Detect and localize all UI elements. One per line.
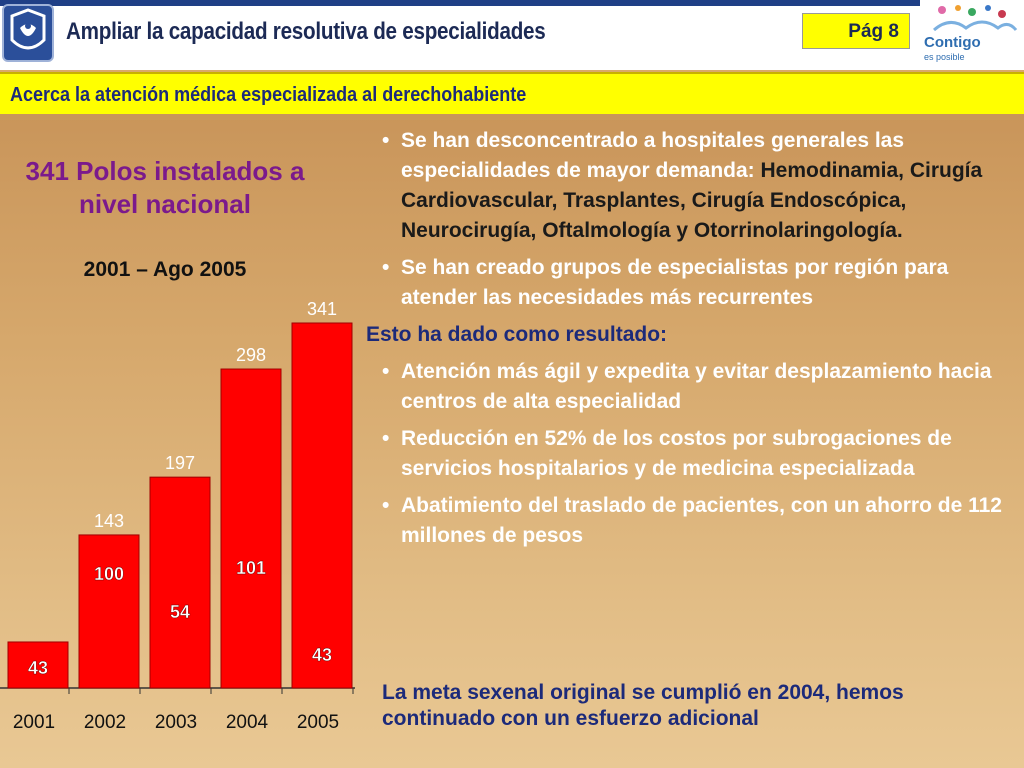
bar-top-label: 341 <box>307 299 337 319</box>
header-bar: Ampliar la capacidad resolutiva de espec… <box>0 0 1024 70</box>
subheader-text: Acerca la atención médica especializada … <box>10 84 527 106</box>
bullet-list: • Se han desconcentrado a hospitales gen… <box>366 126 1021 558</box>
bullet-text-1: Se han desconcentrado a hospitales gener… <box>401 129 905 182</box>
bullet-item: • Se han desconcentrado a hospitales gen… <box>366 126 1021 246</box>
bullet-text-2: Se han creado grupos de especialistas po… <box>401 256 949 309</box>
subheader-bar: Acerca la atención médica especializada … <box>0 72 1024 114</box>
x-tick-label: 2003 <box>155 712 197 733</box>
bullet-item: • Se han creado grupos de especialistas … <box>366 253 1021 313</box>
bullet-item: • Abatimiento del traslado de pacientes,… <box>366 491 1021 551</box>
bullet-dot: • <box>382 427 390 450</box>
chart-title: 341 Polos instalados a nivel nacional <box>25 156 305 219</box>
bullet-highlight-1: Hemodinamia, Cirugía Cardiovascular, Tra… <box>401 159 983 242</box>
x-tick-label: 2001 <box>13 712 55 733</box>
bar-inner-label: 100 <box>94 564 124 584</box>
bar-inner-label: 43 <box>312 645 332 665</box>
bar-2003 <box>149 476 211 689</box>
bar-2004 <box>220 368 282 689</box>
bar-2005 <box>291 322 353 689</box>
bullet-dot: • <box>382 256 390 279</box>
x-tick-label: 2005 <box>297 712 339 733</box>
brand-figures-icon <box>933 5 1018 32</box>
bullet-dot: • <box>382 360 390 383</box>
page-number: Pág 8 <box>848 21 899 42</box>
x-tick-label: 2004 <box>226 712 269 733</box>
bar-inner-label: 101 <box>236 558 266 578</box>
result-text-2: Reducción en 52% de los costos por subro… <box>401 427 952 480</box>
bullet-item: • Reducción en 52% de los costos por sub… <box>366 424 1021 484</box>
result-text-1: Atención más ágil y expedita y evitar de… <box>401 360 992 413</box>
conclusion-text: La meta sexenal original se cumplió en 2… <box>382 681 904 730</box>
bar-top-label: 197 <box>165 453 195 473</box>
page-title: Ampliar la capacidad resolutiva de espec… <box>66 18 546 45</box>
bullet-dot: • <box>382 129 390 152</box>
institution-logo <box>2 4 54 62</box>
result-heading: Esto ha dado como resultado: <box>366 323 668 346</box>
bar-inner-label: 54 <box>170 602 190 622</box>
result-text-3: Abatimiento del traslado de pacientes, c… <box>401 494 1002 547</box>
bullet-item: • Atención más ágil y expedita y evitar … <box>366 357 1021 417</box>
brand-logo <box>920 0 1024 70</box>
chart-subtitle: 2001 – Ago 2005 <box>83 258 247 281</box>
bar-chart: 43 2001 143 100 2002 197 54 2003 298 101 2004 341 43… <box>0 299 355 733</box>
bar-2001 <box>7 641 69 689</box>
brand-name: Contigo <box>924 34 981 51</box>
bar-inner-label: 43 <box>28 658 48 678</box>
bar-top-label: 143 <box>94 511 124 531</box>
x-tick-label: 2002 <box>84 712 126 733</box>
header-accent-line <box>0 0 920 6</box>
bar-2002 <box>78 534 140 689</box>
bullet-dot: • <box>382 494 390 517</box>
page-number-badge: Pág 8 <box>802 13 910 49</box>
brand-tagline: es posible <box>924 52 965 62</box>
bar-top-label: 298 <box>236 345 266 365</box>
